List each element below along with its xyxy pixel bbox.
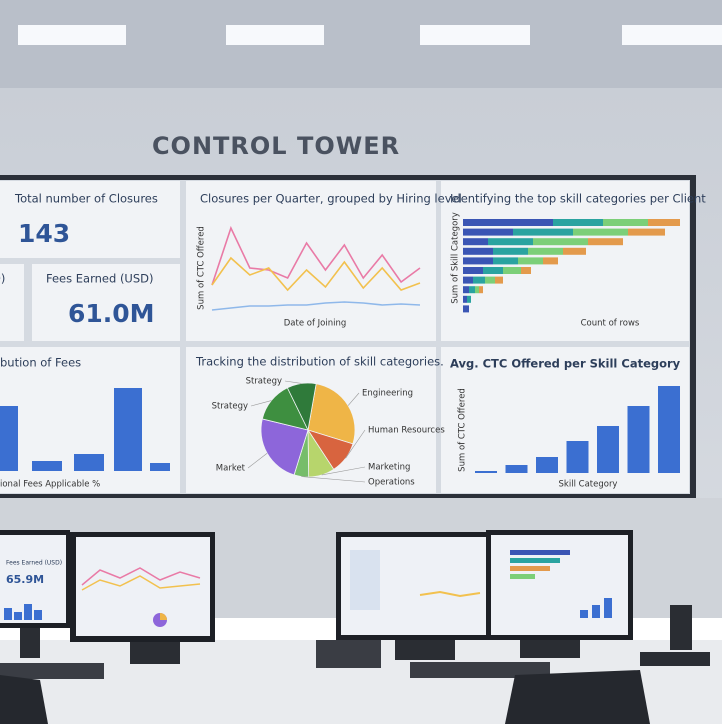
bar-segment: [628, 228, 665, 236]
bar: [597, 426, 619, 473]
bar-segment: [533, 238, 588, 246]
leader-line: [345, 429, 366, 459]
bar-segment: [521, 267, 531, 274]
line: [211, 225, 421, 286]
pie-label: Strategy: [246, 377, 282, 387]
bar-segment: [488, 238, 533, 246]
bar-segment: [528, 247, 563, 255]
bar-segment: [475, 286, 479, 294]
bar-segment: [543, 257, 558, 265]
pie-label: Strategy: [212, 402, 248, 412]
panel-title: Identifying the top skill categories per…: [450, 192, 706, 206]
bar-segment: [469, 286, 475, 294]
bar: [0, 406, 18, 471]
bar-segment: [513, 228, 573, 236]
leader-line: [247, 452, 268, 469]
bar: [32, 461, 62, 471]
bar-segment: [648, 219, 680, 226]
axis-label: Count of rows: [581, 319, 640, 329]
line: [211, 256, 421, 292]
bar: [150, 463, 170, 471]
pie-slice: [286, 382, 317, 432]
leader-line: [321, 466, 366, 476]
leader-line: [301, 476, 366, 483]
bar-segment: [463, 228, 513, 236]
bar-segment: [463, 295, 467, 303]
pie-label: Engineering: [362, 389, 413, 399]
bar-segment: [573, 228, 628, 236]
monitor-title: Fees Earned (USD): [6, 560, 62, 567]
room-title: CONTROL TOWER: [152, 132, 400, 160]
bar: [475, 471, 497, 473]
axis-label: Sum of CTC Offered: [458, 388, 468, 472]
bar-segment: [588, 238, 623, 246]
monitors: [0, 530, 710, 724]
kpi-value: 143: [18, 219, 70, 248]
bar-segment: [463, 276, 473, 284]
pie-label: Human Resources: [368, 426, 445, 436]
bar-segment: [493, 247, 528, 255]
axis-label: Skill Category: [559, 480, 618, 490]
light: [226, 25, 324, 45]
panel-title: Closures per Quarter, grouped by Hiring …: [200, 192, 462, 206]
panel-title: Fees Earned (USD): [46, 272, 154, 286]
bar-segment: [463, 257, 493, 265]
leader-line: [347, 392, 360, 406]
bar-segment: [485, 276, 495, 284]
bar: [566, 441, 589, 473]
bar-segment: [518, 257, 543, 265]
bar-segment: [463, 238, 488, 246]
bar-segment: [493, 257, 518, 265]
light: [622, 25, 722, 45]
bar: [505, 465, 528, 473]
light: [18, 25, 126, 45]
kpi-value: 61.0M: [68, 299, 155, 328]
bar: [536, 457, 558, 473]
leader-line: [284, 380, 302, 384]
leader-line: [250, 400, 272, 407]
bar-segment: [553, 219, 603, 226]
bar-segment: [467, 295, 471, 303]
pie-slice: [260, 418, 309, 476]
bar-segment: [463, 247, 493, 255]
bar-segment: [603, 219, 648, 226]
bar-segment: [463, 219, 553, 226]
bar: [658, 386, 680, 473]
bar-segment: [473, 276, 485, 284]
bar-segment: [463, 267, 483, 274]
axis-label: Sum of Skill Category: [451, 212, 461, 304]
line: [211, 301, 421, 311]
panel-title: bution of Fees: [0, 356, 81, 370]
panel-title: Tracking the distribution of skill categ…: [195, 355, 444, 369]
panel-title: Total number of Closures: [14, 192, 158, 206]
panel-title: Avg. CTC Offered per Skill Category: [450, 357, 681, 371]
bar-segment: [483, 267, 503, 274]
axis-label: Sum of CTC Offered: [197, 226, 207, 310]
bar-segment: [503, 267, 521, 274]
bar-segment: [463, 286, 469, 294]
bar: [114, 388, 142, 471]
pie-label: Operations: [368, 478, 415, 488]
axis-label: ional Fees Applicable %: [0, 480, 100, 490]
axis-label: Date of Joining: [284, 319, 347, 329]
bar-segment: [463, 305, 469, 313]
bar: [627, 406, 650, 473]
pie-label: Marketing: [368, 463, 410, 473]
pie-slice: [307, 383, 356, 445]
monitor-value: 65.9M: [6, 573, 44, 586]
bar-segment: [495, 276, 503, 284]
pie-label: Market: [216, 464, 246, 474]
bar-segment: [479, 286, 483, 294]
panel-title: D): [0, 272, 5, 286]
bar-segment: [563, 247, 586, 255]
light: [420, 25, 530, 45]
bar: [74, 454, 104, 471]
